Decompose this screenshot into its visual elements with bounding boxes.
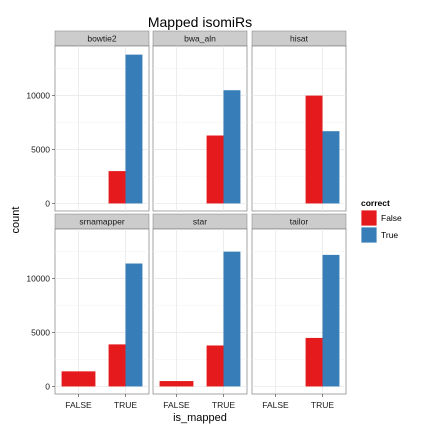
bar-true-true: [223, 90, 241, 204]
chart-title: Mapped isomiRs: [148, 14, 252, 30]
strip-label: star: [193, 217, 207, 227]
bar-true-false: [305, 95, 323, 204]
panel-hisat: hisat: [251, 30, 347, 212]
y-tick-label: 0: [45, 381, 50, 391]
strip-label: bowtie2: [87, 34, 117, 44]
bar-true-false: [305, 337, 323, 387]
panel-bwa_aln: bwa_aln: [152, 30, 248, 212]
strip-label: bwa_aln: [184, 34, 216, 44]
x-axis-title: is_mapped: [173, 412, 227, 424]
x-tick-label: TRUE: [212, 400, 235, 410]
bar-false-false: [159, 381, 194, 387]
bar-true-true: [223, 251, 241, 387]
strip-label: srnamapper: [79, 217, 125, 227]
y-tick-label: 10000: [26, 91, 50, 101]
panel-tailor: tailor FALSE TRUE: [251, 213, 347, 410]
bar-true-true: [322, 131, 340, 204]
bar-true-true: [125, 54, 143, 204]
x-tick-label: TRUE: [311, 400, 334, 410]
strip-label: hisat: [290, 34, 309, 44]
x-tick-label: TRUE: [114, 400, 137, 410]
legend-label-false: False: [381, 213, 402, 223]
bar-true-true: [322, 254, 340, 387]
x-tick-label: FALSE: [262, 400, 289, 410]
legend-label-true: True: [381, 230, 398, 240]
bar-true-false: [206, 135, 224, 204]
panel-bowtie2: bowtie2 0 5000 10000: [26, 30, 150, 212]
facet-panels: bowtie2 0 5000 10000 bwa_aln hisat srnamapper 0…: [26, 30, 347, 410]
bar-true-false: [108, 171, 126, 204]
bar-false-false: [61, 371, 96, 387]
legend-title: correct: [361, 198, 390, 208]
panel-srnamapper: srnamapper 0 5000 10000 FALSE TRUE: [26, 213, 150, 410]
y-tick-label: 10000: [26, 274, 50, 284]
bar-true-true: [125, 263, 143, 387]
y-tick-label: 0: [45, 198, 50, 208]
bar-true-false: [108, 344, 126, 387]
legend-swatch-false: [360, 209, 378, 227]
x-tick-label: FALSE: [163, 400, 190, 410]
panel-star: star FALSE TRUE: [152, 213, 248, 410]
bar-true-false: [206, 345, 224, 387]
legend-swatch-true: [360, 226, 378, 244]
y-tick-label: 5000: [31, 328, 50, 338]
strip-label: tailor: [290, 217, 309, 227]
legend: correct False True: [360, 198, 402, 244]
x-tick-label: FALSE: [65, 400, 92, 410]
y-axis-title: count: [10, 207, 22, 234]
y-tick-label: 5000: [31, 145, 50, 155]
